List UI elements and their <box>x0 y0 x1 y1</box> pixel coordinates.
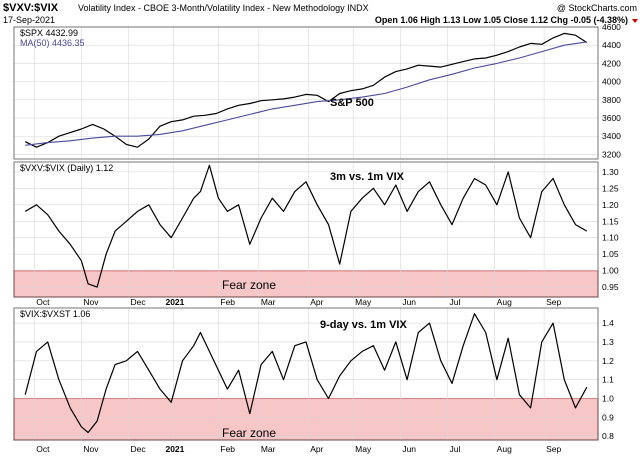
series-line-vxv-0 <box>24 164 588 288</box>
y-tick-label: 0.9 <box>602 412 614 422</box>
y-tick-label: 3200 <box>602 149 621 159</box>
x-tick-label: 2021 <box>165 297 184 307</box>
legend-entry: $VXV:$VIX (Daily) 1.12 <box>20 163 113 173</box>
x-tick-label: Dec <box>131 297 147 307</box>
panel-frame-vxv <box>13 161 599 298</box>
x-tick-label: Jun <box>402 297 416 307</box>
y-tick-label: 4400 <box>602 40 621 50</box>
y-tick-label: 1.2 <box>602 356 614 366</box>
y-tick-label: 3800 <box>602 95 621 105</box>
annotation-label: 9-day vs. 1m VIX <box>320 319 407 331</box>
x-tick-label: Aug <box>497 444 512 454</box>
x-tick-label: Dec <box>131 444 147 454</box>
panel-frame-spx <box>13 26 599 160</box>
y-tick-label: 1.00 <box>602 266 619 276</box>
x-tick-label: 2021 <box>165 444 184 454</box>
chart-panels: 3200 3400 3600 3800 4000 4200 4400 4600 $SPX 443… <box>13 22 621 454</box>
x-tick-label: Sep <box>546 297 561 307</box>
y-tick-label: 4200 <box>602 58 621 68</box>
x-tick-label: Jul <box>450 444 461 454</box>
y-tick-label: 1.0 <box>602 394 614 404</box>
y-tick-label: 3600 <box>602 113 621 123</box>
x-tick-label: Mar <box>261 297 276 307</box>
x-tick-label: Aug <box>497 297 512 307</box>
x-tick-label: Oct <box>36 297 50 307</box>
down-arrow-icon <box>632 19 638 23</box>
y-tick-label: 1.4 <box>602 318 614 328</box>
y-tick-label: 1.20 <box>602 200 619 210</box>
fear-zone-label: Fear zone <box>222 278 276 292</box>
y-tick-label: 1.15 <box>602 216 619 226</box>
y-tick-label: 3400 <box>602 131 621 141</box>
fear-zone-vxv <box>13 270 599 298</box>
y-tick-label: 0.8 <box>602 431 614 441</box>
x-tick-label: Oct <box>36 444 50 454</box>
annotation-label: S&P 500 <box>330 97 374 109</box>
annotation-label: 3m vs. 1m VIX <box>330 171 405 183</box>
series-line-spx-1 <box>25 41 587 146</box>
x-tick-label: Sep <box>546 444 561 454</box>
x-tick-label: May <box>355 444 372 454</box>
fear-zone-label: Fear zone <box>222 426 276 440</box>
chart-date: 17-Sep-2021 <box>3 15 55 25</box>
x-tick-label: Jul <box>450 297 461 307</box>
chart-symbol: $VXV:$VIX <box>3 2 59 14</box>
y-tick-label: 1.10 <box>602 233 619 243</box>
legend-entry: $SPX 4432.99 <box>20 28 78 38</box>
y-tick-label: 1.30 <box>602 167 619 177</box>
series-line-spx-0 <box>24 32 588 148</box>
panel-frame-vix <box>13 307 599 441</box>
y-tick-label: 1.05 <box>602 249 619 259</box>
series-line-vix-0 <box>24 313 588 434</box>
x-tick-label: Feb <box>220 297 235 307</box>
chart-description: Volatility Index - CBOE 3-Month/Volatili… <box>78 3 369 13</box>
ohlc-readout: Open 1.06 High 1.13 Low 1.05 Close 1.12 … <box>375 15 628 25</box>
x-tick-label: Jun <box>402 444 416 454</box>
x-tick-label: Nov <box>83 297 99 307</box>
brand-label: @ StockCharts.com <box>557 3 637 13</box>
y-tick-label: 4600 <box>602 22 621 32</box>
x-tick-label: Feb <box>220 444 235 454</box>
x-tick-label: Nov <box>83 444 99 454</box>
y-tick-label: 1.25 <box>602 183 619 193</box>
x-tick-label: May <box>355 297 372 307</box>
legend-entry: MA(50) 4436.35 <box>20 38 85 48</box>
y-tick-label: 4000 <box>602 77 621 87</box>
y-tick-label: 1.1 <box>602 375 614 385</box>
y-tick-label: 1.3 <box>602 337 614 347</box>
x-tick-label: Apr <box>310 297 323 307</box>
legend-entry: $VIX:$VXST 1.06 <box>20 309 90 319</box>
x-tick-label: Apr <box>310 444 323 454</box>
y-tick-label: 0.95 <box>602 282 619 292</box>
x-tick-label: Mar <box>261 444 276 454</box>
